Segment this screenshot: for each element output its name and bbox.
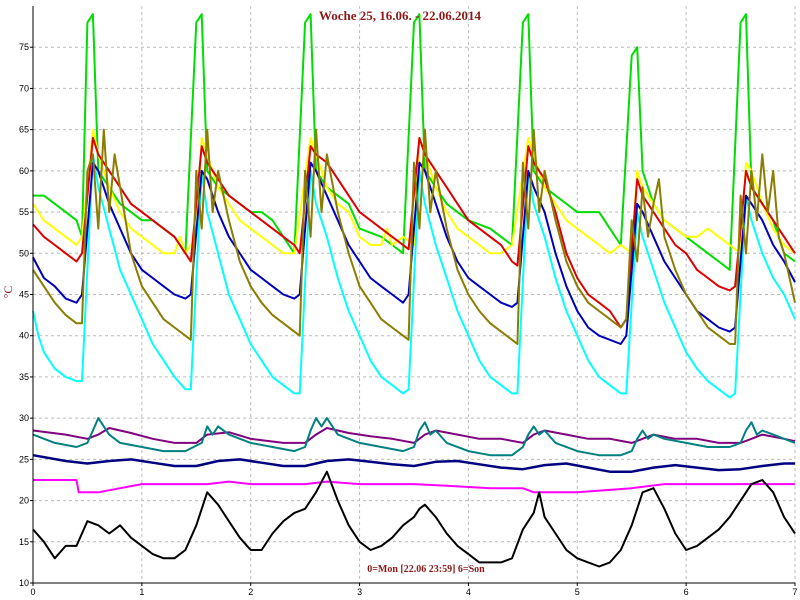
series-group	[32, 13, 796, 568]
x-tick-label: 7	[792, 587, 797, 597]
x-axis-caption: 0=Mon [22.06 23:59] 6=Son	[367, 564, 485, 575]
x-tick-label: 5	[575, 587, 580, 597]
x-tick-label: 6	[684, 587, 689, 597]
series-line-11	[32, 470, 796, 568]
y-tick-label: 65	[19, 125, 29, 135]
y-tick-label: 50	[19, 248, 29, 258]
y-tick-label: 75	[19, 42, 29, 52]
series-line-10	[33, 479, 795, 494]
y-tick-label: 55	[19, 207, 29, 217]
y-axis-label: °C	[1, 286, 15, 299]
x-tick-label: 1	[139, 587, 144, 597]
y-tick-label: 15	[19, 537, 29, 547]
series-line-5	[32, 161, 796, 345]
y-tick-label: 30	[19, 413, 29, 423]
y-tick-label: 60	[19, 166, 29, 176]
x-tick-label: 0	[30, 587, 35, 597]
y-tick-label: 45	[19, 290, 29, 300]
series-line-9	[32, 453, 795, 473]
chart-title: Woche 25, 16.06. - 22.06.2014	[319, 8, 482, 23]
y-tick-label: 40	[19, 331, 29, 341]
series-line-4	[32, 153, 796, 399]
y-tick-label: 70	[19, 83, 29, 93]
x-tick-label: 4	[466, 587, 471, 597]
y-tick-label: 20	[19, 496, 29, 506]
y-tick-label: 10	[19, 578, 29, 588]
y-tick-label: 35	[19, 372, 29, 382]
y-tick-label: 25	[19, 454, 29, 464]
x-tick-label: 2	[248, 587, 253, 597]
series-line-8	[32, 417, 796, 457]
series-line-6	[32, 128, 796, 345]
x-tick-label: 3	[357, 587, 362, 597]
